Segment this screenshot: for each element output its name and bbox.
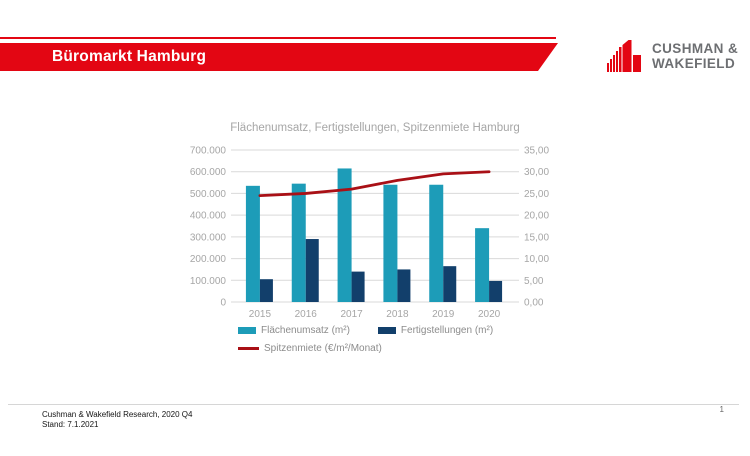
- logo: CUSHMAN & WAKEFIELD: [607, 38, 738, 72]
- bar-flaechenumsatz-2017: [337, 168, 352, 302]
- left-axis-tick-label: 700.000: [190, 146, 227, 157]
- bar-fertigstellungen-2016: [305, 239, 319, 302]
- bar-flaechenumsatz-2018: [383, 184, 398, 302]
- legend-label-flaechenumsatz: Flächenumsatz (m²): [261, 325, 350, 336]
- right-axis-tick-label: 0,00: [524, 298, 544, 309]
- x-axis-label-2020: 2020: [478, 309, 501, 320]
- logo-text-line1: CUSHMAN &: [652, 41, 739, 56]
- legend-item-fertigstellungen: Fertigstellungen (m²): [377, 325, 494, 336]
- footer-source-line1: Cushman & Wakefield Research, 2020 Q4: [42, 410, 193, 419]
- cw-skyline-icon: [607, 40, 641, 72]
- legend-row-2: Spitzenmiete (€/m²/Monat): [238, 343, 551, 354]
- left-axis-tick-label: 600.000: [190, 167, 227, 178]
- legend-label-fertigstellungen: Fertigstellungen (m²): [400, 325, 494, 336]
- legend-item-flaechenumsatz: Flächenumsatz (m²): [238, 325, 350, 336]
- legend-item-spitzenmiete: Spitzenmiete (€/m²/Monat): [238, 343, 382, 354]
- bar-fertigstellungen-2020: [489, 280, 503, 302]
- left-axis-tick-label: 300.000: [190, 232, 227, 243]
- footer-divider: [8, 404, 739, 405]
- left-axis-tick-label: 500.000: [190, 189, 227, 200]
- legend-label-spitzenmiete: Spitzenmiete (€/m²/Monat): [264, 343, 382, 354]
- x-axis-label-2018: 2018: [386, 309, 409, 320]
- right-axis-tick-label: 20,00: [524, 211, 549, 222]
- bar-fertigstellungen-2018: [397, 269, 411, 302]
- legend-swatch-flaechenumsatz: [238, 327, 256, 334]
- x-axis-label-2015: 2015: [249, 309, 272, 320]
- logo-text-line2: WAKEFIELD: [652, 56, 736, 71]
- legend-row-1: Flächenumsatz (m²) Fertigstellungen (m²): [238, 325, 551, 336]
- right-axis-tick-label: 25,00: [524, 189, 549, 200]
- right-axis-tick-label: 30,00: [524, 167, 549, 178]
- header-accent-line: [0, 37, 556, 39]
- x-axis-label-2016: 2016: [295, 309, 318, 320]
- footer-source: Cushman & Wakefield Research, 2020 Q4 St…: [42, 410, 192, 429]
- footer-source-line2: Stand: 7.1.2021: [42, 419, 99, 429]
- right-axis-tick-label: 10,00: [524, 254, 549, 265]
- chart-legend: Flächenumsatz (m²) Fertigstellungen (m²)…: [185, 325, 551, 361]
- chart-title: Flächenumsatz, Fertigstellungen, Spitzen…: [230, 122, 520, 134]
- left-axis-tick-label: 400.000: [190, 211, 227, 222]
- left-axis-tick-label: 200.000: [190, 254, 227, 265]
- chart-canvas: Flächenumsatz, Fertigstellungen, Spitzen…: [190, 122, 550, 320]
- chart: Flächenumsatz, Fertigstellungen, Spitzen…: [185, 112, 551, 374]
- legend-swatch-fertigstellungen: [377, 327, 396, 334]
- left-axis-tick-label: 100.000: [190, 276, 227, 287]
- bar-flaechenumsatz-2020: [475, 228, 490, 302]
- bar-fertigstellungen-2015: [259, 279, 273, 302]
- legend-swatch-spitzenmiete: [238, 347, 259, 350]
- logo-text: CUSHMAN & WAKEFIELD: [652, 41, 738, 72]
- bar-flaechenumsatz-2015: [245, 185, 260, 302]
- page-title: Büromarkt Hamburg: [52, 48, 207, 65]
- right-axis-tick-label: 35,00: [524, 146, 549, 157]
- left-axis-tick-label: 0: [220, 298, 226, 309]
- x-axis-label-2017: 2017: [340, 309, 363, 320]
- page-number: 1: [719, 405, 724, 414]
- header-banner: Büromarkt Hamburg: [0, 43, 558, 71]
- right-axis-tick-label: 15,00: [524, 232, 549, 243]
- bar-fertigstellungen-2019: [443, 266, 457, 302]
- bar-flaechenumsatz-2016: [291, 183, 306, 302]
- x-axis-label-2019: 2019: [432, 309, 455, 320]
- bar-flaechenumsatz-2019: [429, 184, 444, 302]
- line-spitzenmiete: [258, 170, 491, 197]
- bar-fertigstellungen-2017: [351, 271, 365, 302]
- right-axis-tick-label: 5,00: [524, 276, 544, 287]
